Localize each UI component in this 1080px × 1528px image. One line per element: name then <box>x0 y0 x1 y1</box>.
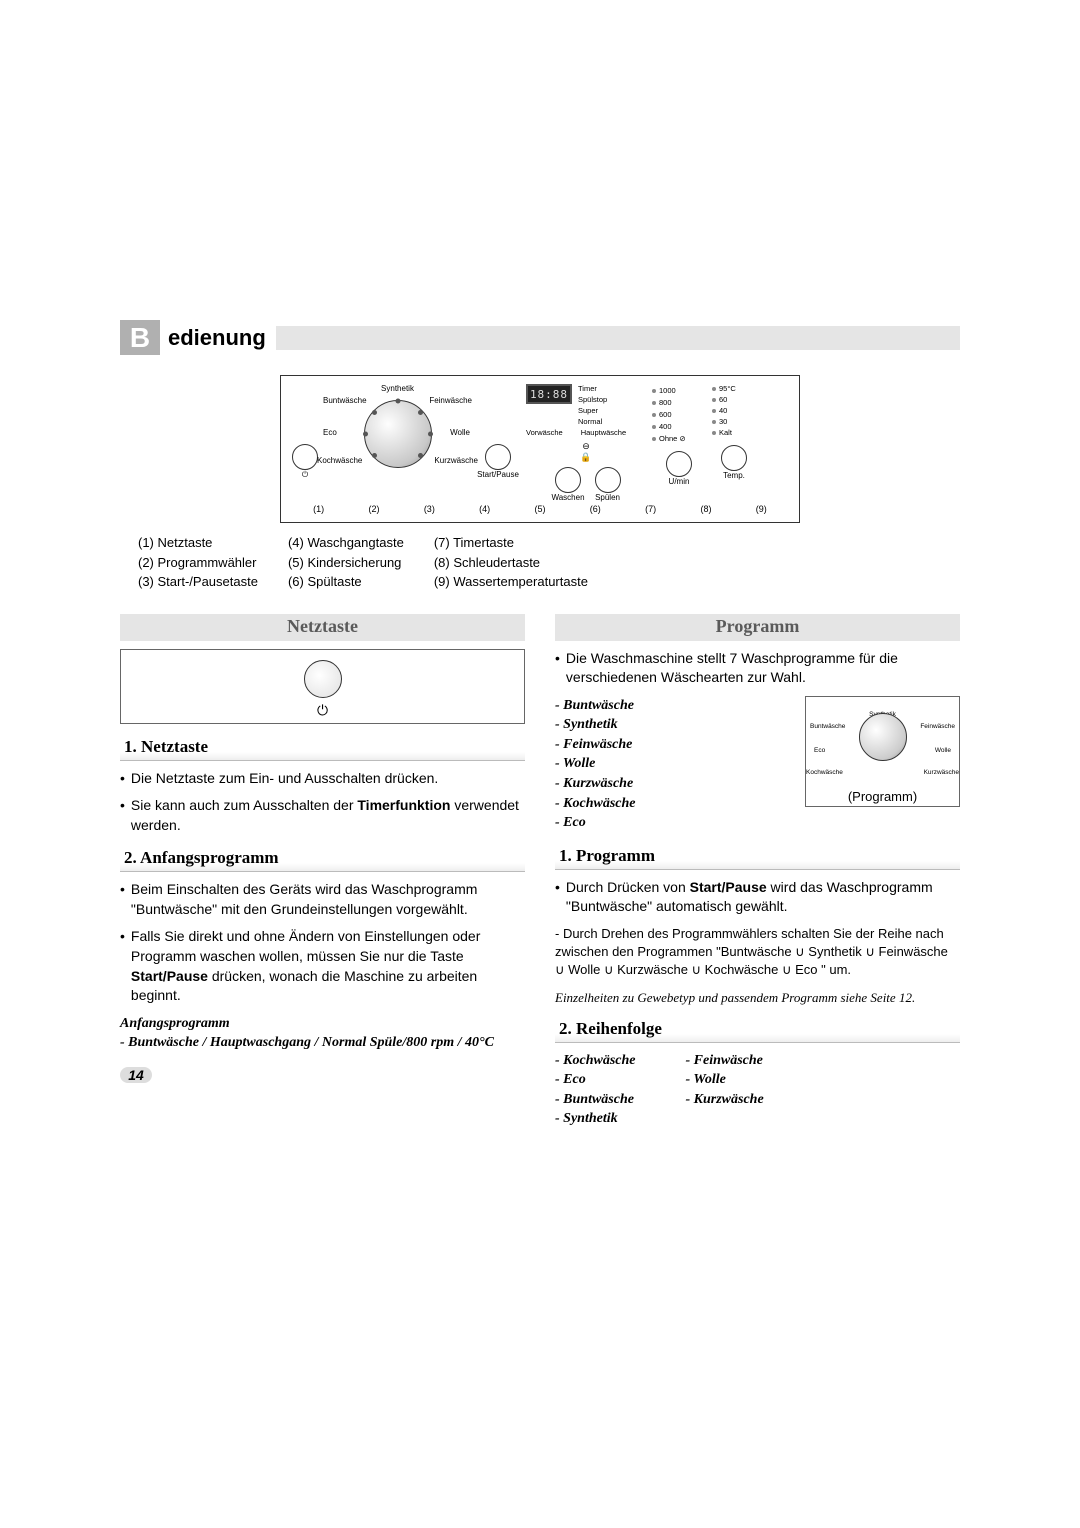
power-button-icon <box>292 444 318 470</box>
anf-b2: Falls Sie direkt und ohne Ändern von Ein… <box>120 927 525 1005</box>
dial-icon <box>364 400 432 468</box>
dial-tl: Buntwäsche <box>323 396 367 405</box>
small-dial-icon <box>859 713 907 761</box>
netz-b1: Die Netztaste zum Ein- und Ausschalten d… <box>120 769 525 789</box>
anf-ital-head: Anfangsprogramm <box>120 1014 525 1034</box>
small-dial-figure: Synthetik Buntwäsche Feinwäsche Eco Woll… <box>805 696 960 807</box>
order-list: - Kochwäsche - Eco - Buntwäsche - Synthe… <box>555 1051 960 1129</box>
col-left: Netztaste ⏻ 1. Netztaste Die Netztaste z… <box>120 614 525 1129</box>
sub-netztaste: 1. Netztaste <box>120 734 525 761</box>
col-right: Programm Die Waschmaschine stellt 7 Wasc… <box>555 614 960 1129</box>
page: B edienung ⏻ Synthetik Buntwäsche Feinwä… <box>0 0 1080 1189</box>
sub-anfang: 2. Anfangsprogramm <box>120 845 525 872</box>
lcd-display: 18:88 <box>526 384 572 404</box>
control-panel-figure: ⏻ Synthetik Buntwäsche Feinwäsche Eco Wo… <box>280 375 800 523</box>
startpause-icon <box>485 444 511 470</box>
anf-ital-line: - Buntwäsche / Hauptwaschgang / Normal S… <box>120 1033 525 1053</box>
dial-tr: Feinwäsche <box>429 396 472 405</box>
title-text: edienung <box>168 325 266 351</box>
netz-b2: Sie kann auch zum Ausschalten der Timerf… <box>120 796 525 835</box>
center-block: 18:88 Timer Spülstop Super Normal Vorwäs… <box>526 384 646 502</box>
power-icon-large: ⏻ <box>317 702 328 718</box>
panel-legend: (1) Netztaste (2) Programmwähler (3) Sta… <box>138 533 960 592</box>
prog-intro: Die Waschmaschine stellt 7 Waschprogramm… <box>555 649 960 688</box>
dial-top: Synthetik <box>381 384 414 393</box>
power-button-large-icon <box>304 660 342 698</box>
dial-bl: Kochwäsche <box>317 456 362 465</box>
title-rule <box>276 326 960 350</box>
sub-programm: 1. Programm <box>555 843 960 870</box>
dial-mr: Wolle <box>450 428 470 437</box>
panel-refs: (1) (2) (3) (4) (5) (6) (7) (8) (9) <box>291 504 789 514</box>
prog-p2: - Durch Drehen des Programmwählers schal… <box>555 925 960 980</box>
startpause-col: Start/Pause <box>476 440 520 479</box>
head-netztaste: Netztaste <box>120 614 525 641</box>
dial-ml: Eco <box>323 428 337 437</box>
power-icon: ⏻ <box>302 470 308 480</box>
temp-col: 95°C 60 40 30 Kalt Temp. <box>712 384 756 480</box>
program-dial: Synthetik Buntwäsche Feinwäsche Eco Woll… <box>325 384 470 472</box>
power-col: ⏻ <box>291 440 319 480</box>
spin-col: 1000 800 600 400 Ohne ⊘ U/min <box>652 384 706 486</box>
content-columns: Netztaste ⏻ 1. Netztaste Die Netztaste z… <box>120 614 960 1129</box>
head-programm: Programm <box>555 614 960 641</box>
opts-right: Timer Spülstop Super Normal <box>578 384 607 426</box>
title-letter: B <box>120 320 160 355</box>
prog-p1: Durch Drücken von Start/Pause wird das W… <box>555 878 960 917</box>
startpause-label: Start/Pause <box>477 470 519 479</box>
small-dial-caption: (Programm) <box>810 789 955 804</box>
sub-reihenfolge: 2. Reihenfolge <box>555 1016 960 1043</box>
dial-br: Kurzwäsche <box>434 456 478 465</box>
prog-note: Einzelheiten zu Gewebetyp und passendem … <box>555 990 960 1006</box>
anf-b1: Beim Einschalten des Geräts wird das Was… <box>120 880 525 919</box>
page-number: 14 <box>120 1067 152 1083</box>
netztaste-figure: ⏻ <box>120 649 525 724</box>
title-bar: B edienung <box>120 320 960 355</box>
